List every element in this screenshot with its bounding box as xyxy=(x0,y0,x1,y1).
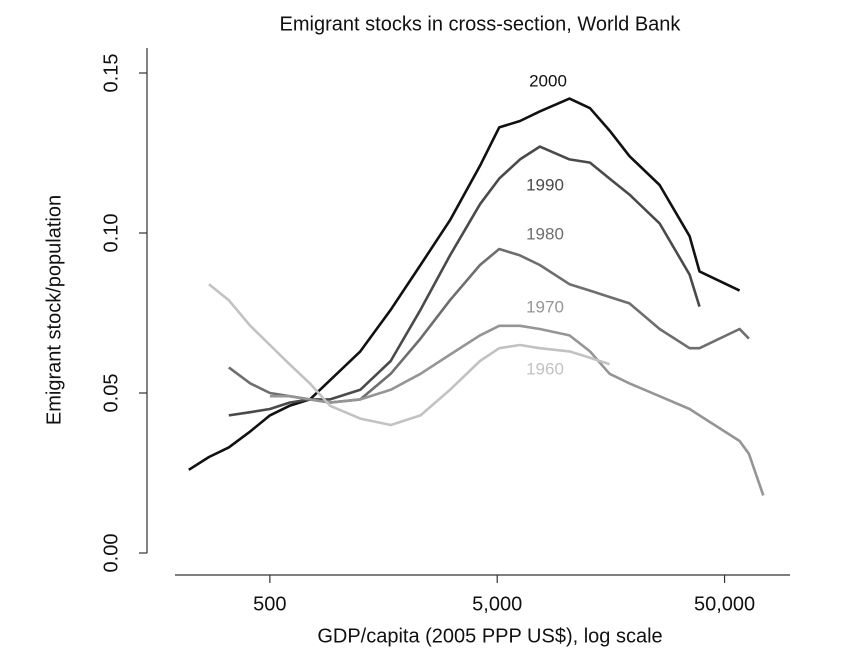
x-tick-label: 50,000 xyxy=(694,593,755,615)
x-tick-label: 5,000 xyxy=(472,593,522,615)
x-tick-label: 500 xyxy=(253,593,286,615)
y-tick-label: 0.00 xyxy=(100,534,122,573)
series-label: 1980 xyxy=(526,224,564,243)
series-line xyxy=(208,283,611,427)
y-tick-label: 0.10 xyxy=(100,214,122,253)
series-label: 1990 xyxy=(526,175,564,194)
y-tick-label: 0.15 xyxy=(100,54,122,93)
series-label: 1960 xyxy=(526,359,564,378)
x-axis-label: GDP/capita (2005 PPP US$), log scale xyxy=(317,625,662,647)
chart-title: Emigrant stocks in cross-section, World … xyxy=(280,13,682,35)
series-line xyxy=(269,324,765,496)
series-line xyxy=(228,145,701,417)
y-tick-label: 0.05 xyxy=(100,374,122,413)
series-label: 2000 xyxy=(529,71,567,90)
y-axis-label: Emigrant stock/population xyxy=(43,195,65,425)
series-line xyxy=(188,97,741,471)
series-label: 1970 xyxy=(526,297,564,316)
